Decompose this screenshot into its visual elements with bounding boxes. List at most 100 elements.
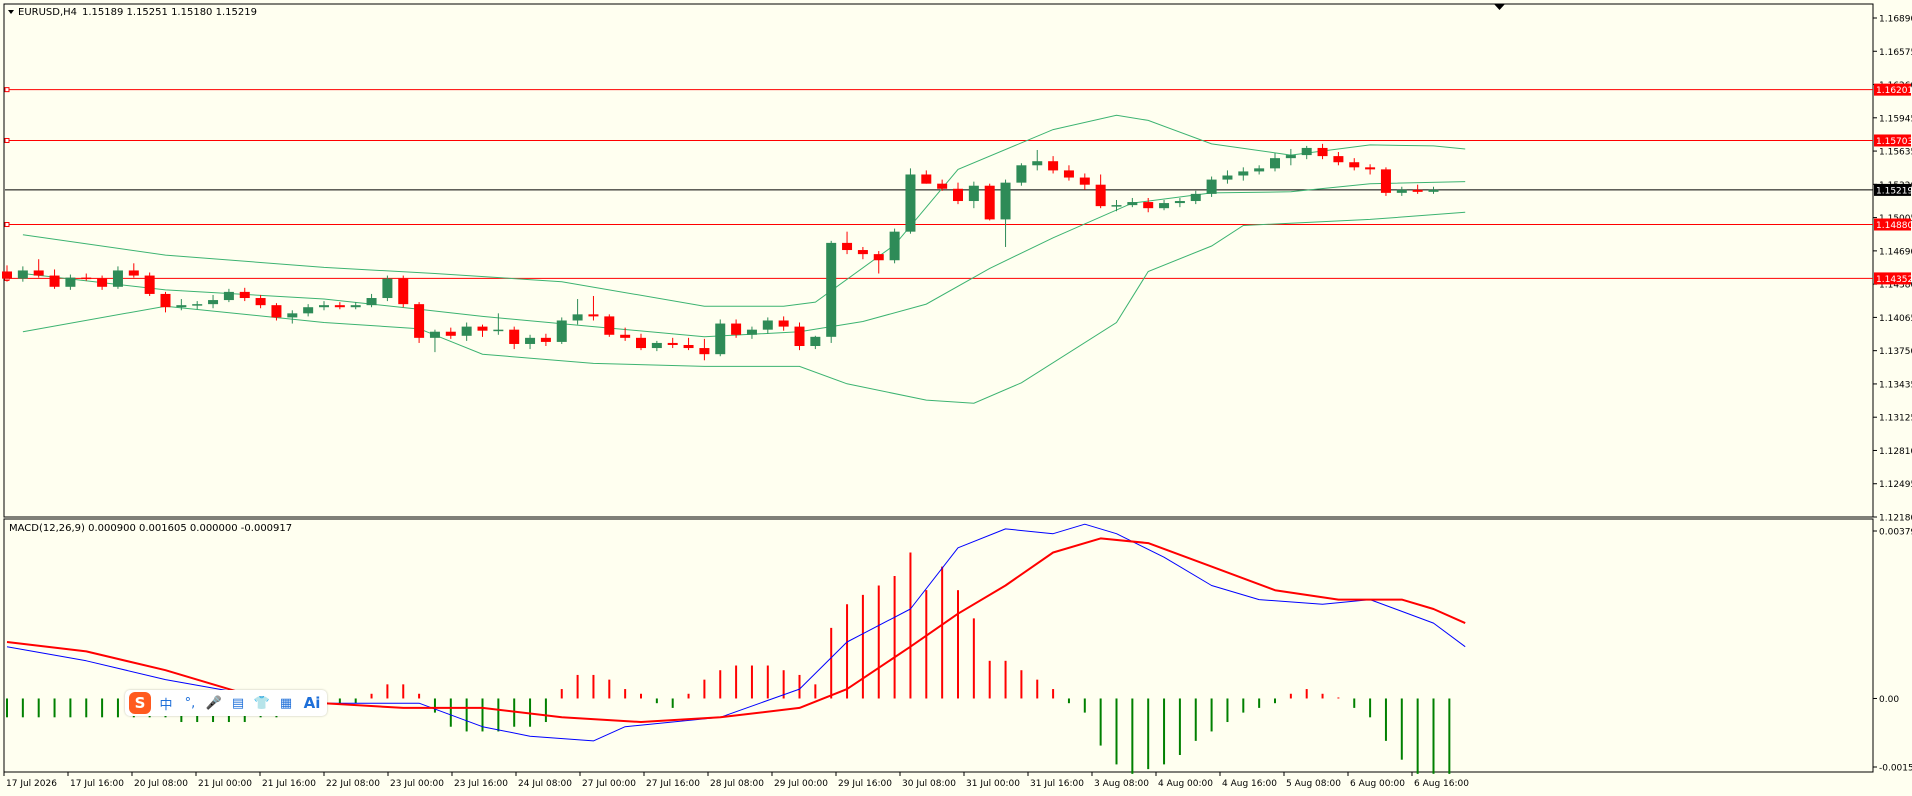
candle-body[interactable] [826,242,837,337]
candle-body[interactable] [1428,189,1439,192]
candle-body[interactable] [461,326,472,336]
candle-body[interactable] [1063,170,1074,178]
candle-body[interactable] [176,305,187,308]
candle-body[interactable] [968,185,979,202]
candle-body[interactable] [271,305,282,318]
candle-body[interactable] [350,305,361,308]
candle-body[interactable] [620,334,631,338]
candle-body[interactable] [1301,147,1312,156]
candle-body[interactable] [1048,161,1059,171]
candle-body[interactable] [1270,158,1280,169]
candle-body[interactable] [208,300,219,305]
chinese-mode-icon[interactable]: 中 [159,697,173,713]
line-anchor-handle[interactable] [4,87,10,93]
candle-body[interactable] [1222,175,1233,180]
skin-icon[interactable]: 👕 [253,695,271,711]
candle-body[interactable] [97,278,108,287]
candle-body[interactable] [921,174,932,184]
candle-body[interactable] [144,275,155,294]
candle-body[interactable] [794,326,805,347]
candle-body[interactable] [746,329,757,335]
candle-body[interactable] [414,304,425,338]
candle-body[interactable] [953,188,963,202]
candle-body[interactable] [398,278,409,305]
candle-body[interactable] [1396,189,1407,193]
candle-body[interactable] [525,337,536,344]
candle-body[interactable] [1159,203,1170,209]
candle-body[interactable] [715,323,726,355]
candle-body[interactable] [81,277,92,280]
candle-body[interactable] [1111,205,1122,207]
macd-panel-frame[interactable] [3,518,1874,773]
candle-body[interactable] [762,320,773,330]
line-anchor-handle[interactable] [4,137,10,143]
candle-body[interactable] [1032,161,1043,166]
candle-body[interactable] [1238,171,1249,176]
candle-body[interactable] [683,344,694,349]
candle-body[interactable] [667,342,678,345]
candle-body[interactable] [1349,162,1360,168]
line-anchor-handle[interactable] [4,222,10,228]
candle-body[interactable] [699,348,710,355]
candle-body[interactable] [287,313,298,318]
candle-body[interactable] [984,185,995,220]
candle-body[interactable] [636,337,646,349]
candle-body[interactable] [112,270,123,287]
candle-body[interactable] [905,174,916,232]
candle-body[interactable] [1190,193,1201,202]
candle-body[interactable] [160,293,171,308]
candle-body[interactable] [1127,202,1138,206]
candle-body[interactable] [1095,184,1106,207]
microphone-icon[interactable]: 🎤 [205,695,223,711]
keyboard-icon[interactable]: ▤ [231,695,245,711]
candle-body[interactable] [1333,156,1344,163]
candle-body[interactable] [604,316,615,335]
candle-body[interactable] [33,270,44,276]
candle-body[interactable] [223,291,234,301]
candle-body[interactable] [303,307,314,314]
candle-body[interactable] [445,331,456,336]
candle-body[interactable] [334,305,345,308]
candle-body[interactable] [1206,179,1217,194]
candle-body[interactable] [255,298,266,306]
main-chart-frame[interactable] [3,3,1874,518]
candle-body[interactable] [842,242,853,251]
candle-body[interactable] [1365,167,1376,170]
candle-body[interactable] [429,331,440,338]
candle-body[interactable] [556,320,567,342]
candle-body[interactable] [49,275,60,287]
candle-body[interactable] [128,270,139,276]
candle-body[interactable] [1016,165,1027,183]
symbol-dropdown-icon[interactable] [8,10,14,14]
candle-body[interactable] [873,254,884,261]
candle-body[interactable] [382,278,393,299]
candle-body[interactable] [1285,155,1296,159]
candle-body[interactable] [937,183,948,189]
chart-shift-marker[interactable] [1494,4,1505,10]
candle-body[interactable] [1317,147,1328,157]
candle-body[interactable] [731,323,742,335]
candle-body[interactable] [1380,169,1391,193]
candle-body[interactable] [1412,189,1423,192]
ime-toolbar[interactable]: S 中 °, 🎤 ▤ 👕 ▦ Ai [125,690,327,716]
candle-body[interactable] [810,336,821,347]
ai-assistant-icon[interactable]: Ai [303,694,321,712]
candle-body[interactable] [1254,168,1265,172]
punctuation-icon[interactable]: °, [184,695,196,711]
sogou-logo-icon[interactable]: S [129,692,151,714]
candle-body[interactable] [65,277,76,287]
candle-body[interactable] [192,304,203,306]
candle-body[interactable] [509,329,520,344]
toolbox-icon[interactable]: ▦ [279,695,293,711]
candle-body[interactable] [2,271,12,279]
candle-body[interactable] [1079,177,1090,185]
candle-body[interactable] [239,291,250,299]
candle-body[interactable] [540,337,551,342]
candle-body[interactable] [588,314,599,317]
candle-body[interactable] [366,298,377,306]
candle-body[interactable] [1143,202,1154,209]
candle-body[interactable] [857,250,868,255]
candle-body[interactable] [1174,201,1185,204]
candle-body[interactable] [319,305,329,308]
